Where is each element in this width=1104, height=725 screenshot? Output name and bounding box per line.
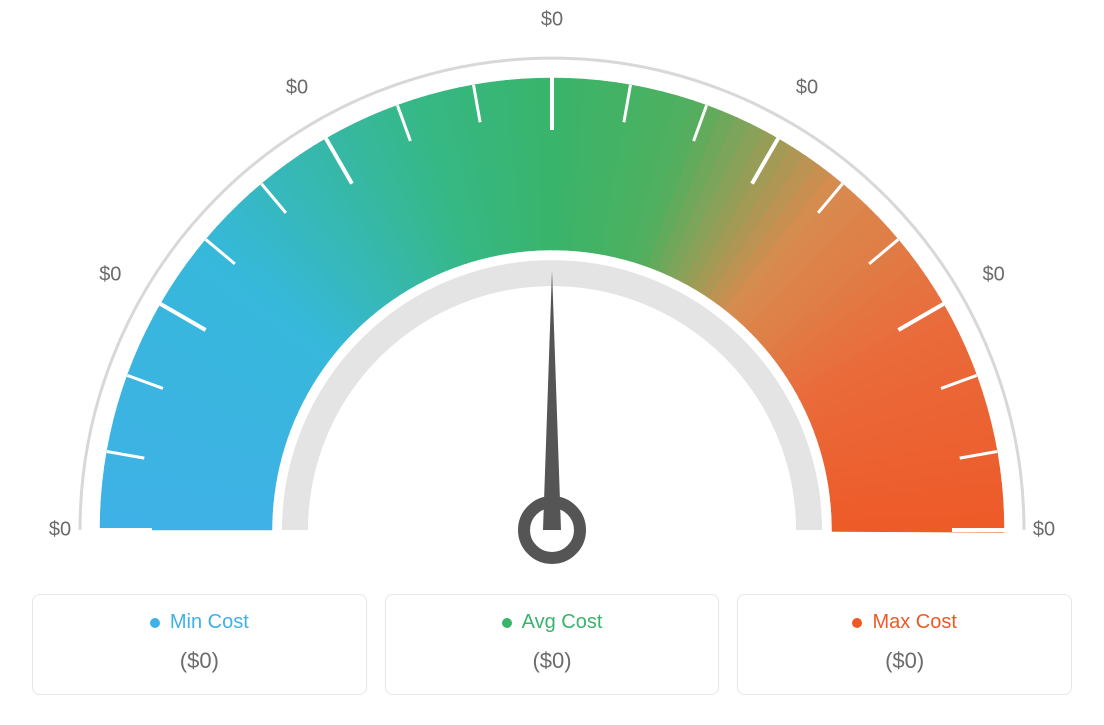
dot-icon — [150, 618, 160, 628]
dot-icon — [502, 618, 512, 628]
gauge-tick-label: $0 — [541, 9, 563, 32]
legend-header-avg: Avg Cost — [502, 611, 603, 634]
gauge-tick-label: $0 — [1033, 519, 1055, 542]
legend-label: Min Cost — [170, 611, 249, 634]
gauge-tick-label: $0 — [796, 77, 818, 100]
gauge-tick-label: $0 — [983, 264, 1005, 287]
legend-card-min: Min Cost ($0) — [32, 594, 367, 695]
legend-card-avg: Avg Cost ($0) — [385, 594, 720, 695]
gauge-tick-label: $0 — [99, 264, 121, 287]
legend-card-max: Max Cost ($0) — [737, 594, 1072, 695]
legend-label: Avg Cost — [522, 611, 603, 634]
legend-value: ($0) — [53, 648, 346, 674]
legend-value: ($0) — [406, 648, 699, 674]
gauge-tick-label: $0 — [49, 519, 71, 542]
legend-header-max: Max Cost — [852, 611, 956, 634]
dot-icon — [852, 618, 862, 628]
legend-value: ($0) — [758, 648, 1051, 674]
gauge-svg — [32, 30, 1072, 570]
gauge-tick-label: $0 — [286, 77, 308, 100]
legend-header-min: Min Cost — [150, 611, 249, 634]
gauge-chart: $0$0$0$0$0$0$0 — [32, 30, 1072, 570]
legend-label: Max Cost — [872, 611, 956, 634]
legend-row: Min Cost ($0) Avg Cost ($0) Max Cost ($0… — [32, 594, 1072, 695]
